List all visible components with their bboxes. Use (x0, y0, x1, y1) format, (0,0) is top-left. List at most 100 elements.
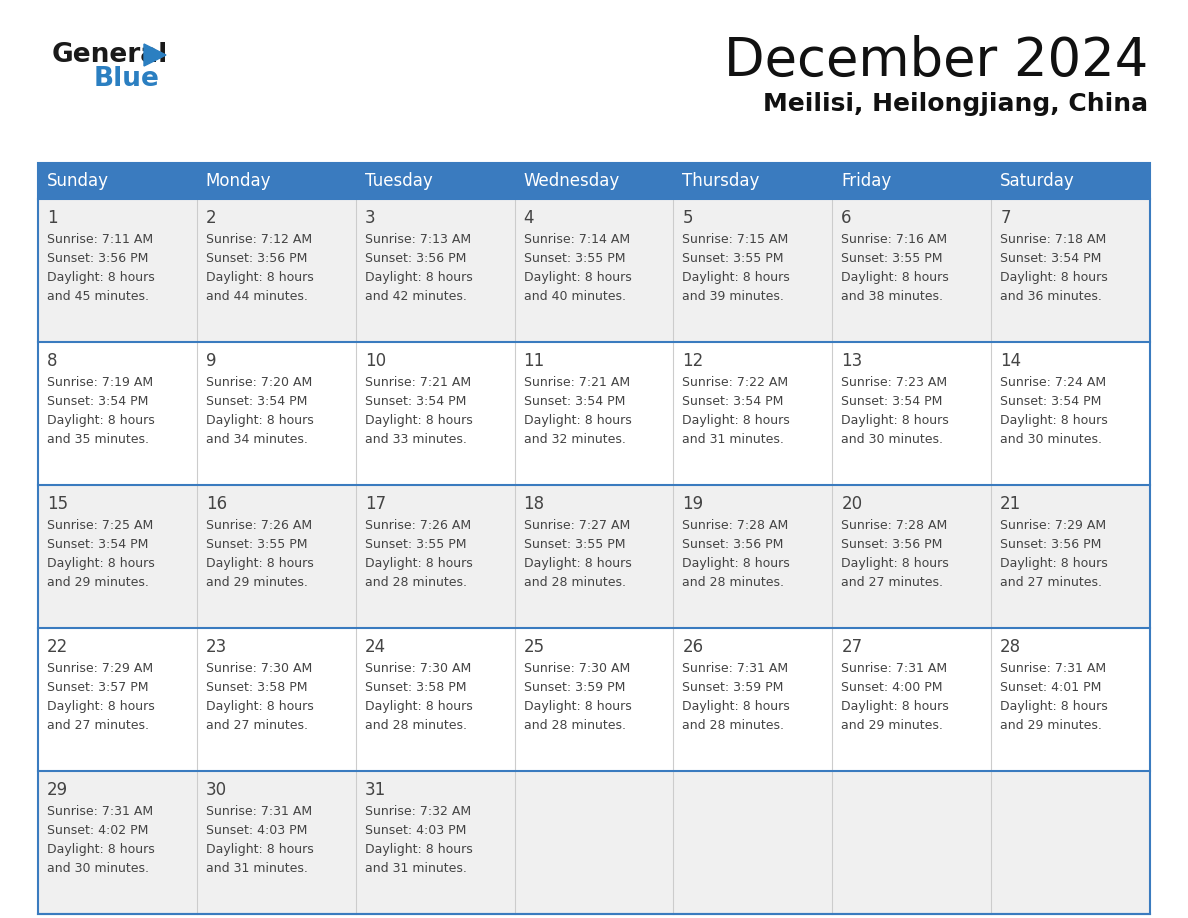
Text: 21: 21 (1000, 495, 1022, 513)
Text: Sunset: 4:03 PM: Sunset: 4:03 PM (365, 824, 466, 837)
Text: Sunrise: 7:31 AM: Sunrise: 7:31 AM (206, 805, 312, 818)
Text: Sunset: 3:55 PM: Sunset: 3:55 PM (365, 538, 466, 551)
Text: Sunrise: 7:31 AM: Sunrise: 7:31 AM (1000, 662, 1106, 675)
Text: Sunrise: 7:32 AM: Sunrise: 7:32 AM (365, 805, 470, 818)
Text: Daylight: 8 hours: Daylight: 8 hours (48, 414, 154, 427)
Text: 22: 22 (48, 638, 68, 656)
Text: Daylight: 8 hours: Daylight: 8 hours (841, 414, 949, 427)
Text: Daylight: 8 hours: Daylight: 8 hours (524, 271, 631, 284)
Text: Daylight: 8 hours: Daylight: 8 hours (841, 700, 949, 713)
Text: and 45 minutes.: and 45 minutes. (48, 290, 148, 303)
Text: Sunset: 3:55 PM: Sunset: 3:55 PM (524, 252, 625, 265)
Text: Sunset: 3:54 PM: Sunset: 3:54 PM (1000, 395, 1101, 408)
Text: Daylight: 8 hours: Daylight: 8 hours (1000, 700, 1108, 713)
Text: and 28 minutes.: and 28 minutes. (365, 576, 467, 589)
Text: 25: 25 (524, 638, 544, 656)
Text: 11: 11 (524, 352, 545, 370)
Text: Daylight: 8 hours: Daylight: 8 hours (524, 414, 631, 427)
Text: Sunset: 3:54 PM: Sunset: 3:54 PM (1000, 252, 1101, 265)
Text: and 33 minutes.: and 33 minutes. (365, 433, 467, 446)
Text: Sunrise: 7:14 AM: Sunrise: 7:14 AM (524, 233, 630, 246)
Text: Sunrise: 7:29 AM: Sunrise: 7:29 AM (1000, 519, 1106, 532)
Text: Daylight: 8 hours: Daylight: 8 hours (206, 700, 314, 713)
Text: 28: 28 (1000, 638, 1022, 656)
Text: 9: 9 (206, 352, 216, 370)
Bar (38, 199, 1150, 342)
Text: and 32 minutes.: and 32 minutes. (524, 433, 625, 446)
Text: and 35 minutes.: and 35 minutes. (48, 433, 148, 446)
Text: and 39 minutes.: and 39 minutes. (682, 290, 784, 303)
Text: Sunset: 4:01 PM: Sunset: 4:01 PM (1000, 681, 1101, 694)
Text: Daylight: 8 hours: Daylight: 8 hours (682, 271, 790, 284)
Text: Daylight: 8 hours: Daylight: 8 hours (206, 414, 314, 427)
Text: Sunrise: 7:22 AM: Sunrise: 7:22 AM (682, 376, 789, 389)
Text: and 28 minutes.: and 28 minutes. (682, 576, 784, 589)
Text: Sunrise: 7:28 AM: Sunrise: 7:28 AM (682, 519, 789, 532)
Text: Daylight: 8 hours: Daylight: 8 hours (682, 557, 790, 570)
Text: 7: 7 (1000, 209, 1011, 227)
Text: 18: 18 (524, 495, 544, 513)
Text: and 27 minutes.: and 27 minutes. (48, 719, 148, 732)
Text: Daylight: 8 hours: Daylight: 8 hours (365, 271, 473, 284)
Text: Daylight: 8 hours: Daylight: 8 hours (48, 843, 154, 856)
Text: 30: 30 (206, 781, 227, 799)
Text: 2: 2 (206, 209, 216, 227)
Text: Daylight: 8 hours: Daylight: 8 hours (524, 700, 631, 713)
Bar (38, 628, 1150, 771)
Text: Daylight: 8 hours: Daylight: 8 hours (48, 271, 154, 284)
Text: 20: 20 (841, 495, 862, 513)
Text: Sunset: 3:57 PM: Sunset: 3:57 PM (48, 681, 148, 694)
Text: Sunrise: 7:19 AM: Sunrise: 7:19 AM (48, 376, 153, 389)
Text: Sunset: 3:59 PM: Sunset: 3:59 PM (524, 681, 625, 694)
Bar (38, 163, 1150, 199)
Text: and 27 minutes.: and 27 minutes. (1000, 576, 1102, 589)
Text: Daylight: 8 hours: Daylight: 8 hours (841, 557, 949, 570)
Text: Sunrise: 7:20 AM: Sunrise: 7:20 AM (206, 376, 312, 389)
Text: and 31 minutes.: and 31 minutes. (206, 862, 308, 875)
Text: and 38 minutes.: and 38 minutes. (841, 290, 943, 303)
Text: Sunrise: 7:26 AM: Sunrise: 7:26 AM (206, 519, 312, 532)
Text: and 29 minutes.: and 29 minutes. (48, 576, 148, 589)
Text: 19: 19 (682, 495, 703, 513)
Text: Sunrise: 7:30 AM: Sunrise: 7:30 AM (365, 662, 470, 675)
Text: Sunrise: 7:26 AM: Sunrise: 7:26 AM (365, 519, 470, 532)
Text: Daylight: 8 hours: Daylight: 8 hours (682, 414, 790, 427)
Text: Daylight: 8 hours: Daylight: 8 hours (48, 557, 154, 570)
Text: 27: 27 (841, 638, 862, 656)
Text: Sunrise: 7:16 AM: Sunrise: 7:16 AM (841, 233, 947, 246)
Text: and 29 minutes.: and 29 minutes. (206, 576, 308, 589)
Text: Sunset: 4:02 PM: Sunset: 4:02 PM (48, 824, 148, 837)
Text: Sunset: 3:55 PM: Sunset: 3:55 PM (682, 252, 784, 265)
Text: Daylight: 8 hours: Daylight: 8 hours (841, 271, 949, 284)
Text: 13: 13 (841, 352, 862, 370)
Text: Sunrise: 7:30 AM: Sunrise: 7:30 AM (206, 662, 312, 675)
Text: 16: 16 (206, 495, 227, 513)
Text: and 44 minutes.: and 44 minutes. (206, 290, 308, 303)
Text: 1: 1 (48, 209, 58, 227)
Polygon shape (144, 44, 166, 66)
Text: 3: 3 (365, 209, 375, 227)
Text: Daylight: 8 hours: Daylight: 8 hours (1000, 557, 1108, 570)
Text: 31: 31 (365, 781, 386, 799)
Text: 15: 15 (48, 495, 68, 513)
Text: General: General (52, 42, 169, 68)
Text: Sunset: 3:58 PM: Sunset: 3:58 PM (206, 681, 308, 694)
Text: Sunrise: 7:15 AM: Sunrise: 7:15 AM (682, 233, 789, 246)
Text: Sunset: 4:03 PM: Sunset: 4:03 PM (206, 824, 308, 837)
Text: Sunrise: 7:31 AM: Sunrise: 7:31 AM (48, 805, 153, 818)
Text: 29: 29 (48, 781, 68, 799)
Text: Thursday: Thursday (682, 172, 760, 190)
Text: Sunset: 4:00 PM: Sunset: 4:00 PM (841, 681, 943, 694)
Text: 17: 17 (365, 495, 386, 513)
Text: Daylight: 8 hours: Daylight: 8 hours (206, 557, 314, 570)
Text: Meilisi, Heilongjiang, China: Meilisi, Heilongjiang, China (763, 92, 1148, 116)
Text: and 36 minutes.: and 36 minutes. (1000, 290, 1102, 303)
Text: Saturday: Saturday (1000, 172, 1075, 190)
Text: Sunset: 3:55 PM: Sunset: 3:55 PM (841, 252, 943, 265)
Text: Daylight: 8 hours: Daylight: 8 hours (682, 700, 790, 713)
Text: December 2024: December 2024 (723, 35, 1148, 87)
Text: Sunset: 3:56 PM: Sunset: 3:56 PM (48, 252, 148, 265)
Text: and 30 minutes.: and 30 minutes. (48, 862, 148, 875)
Text: Sunset: 3:58 PM: Sunset: 3:58 PM (365, 681, 466, 694)
Bar (38, 771, 1150, 914)
